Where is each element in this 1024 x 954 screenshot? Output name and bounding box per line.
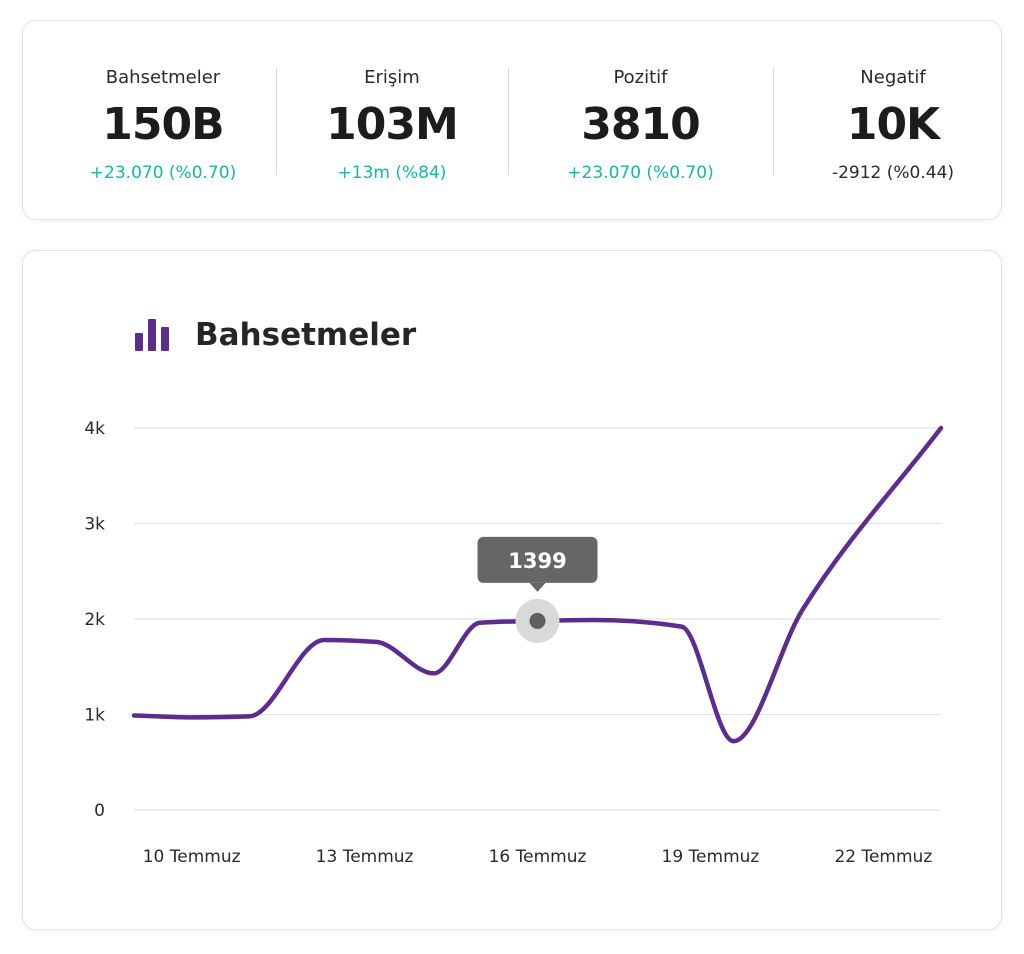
tooltip-box xyxy=(477,536,598,583)
stat-divider xyxy=(508,67,509,175)
y-tick-label: 0 xyxy=(94,801,105,821)
y-tick-label: 2k xyxy=(84,610,105,630)
stat-label: Bahsetmeler xyxy=(105,67,221,88)
stat-change: +13m (%84) xyxy=(337,163,447,183)
stat-change: +23.070 (%0.70) xyxy=(89,163,237,183)
stat-value: 3810 xyxy=(581,99,700,150)
tooltip-marker-dot xyxy=(529,612,546,629)
y-tick-label: 3k xyxy=(84,515,105,535)
stat-label: Erişim xyxy=(364,67,420,88)
stat-change: +23.070 (%0.70) xyxy=(567,163,714,183)
x-tick-label: 22 Temmuz xyxy=(834,847,932,867)
stat-mentions[interactable]: Bahsetmeler 150B +23.070 (%0.70) xyxy=(43,21,283,219)
stat-value: 10K xyxy=(846,99,940,150)
x-tick-label: 16 Temmuz xyxy=(489,847,587,867)
line-chart: 0 1k 2k 3k 4k 10 Temmuz 13 Temmuz 16 Temmuz 19 T… xyxy=(84,419,944,867)
chart-card: Bahsetmeler 0 1k 2k 3k 4k 10 Temmuz 13 Temmuz 1… xyxy=(22,250,1002,930)
tooltip-pointer xyxy=(529,582,546,592)
bar-chart-icon xyxy=(135,319,169,351)
chart-title: Bahsetmeler xyxy=(195,317,417,353)
x-tick-label: 13 Temmuz xyxy=(316,847,414,867)
stat-label: Negatif xyxy=(860,67,926,88)
y-tick-label: 1k xyxy=(84,706,105,726)
x-tick-label: 10 Temmuz xyxy=(143,847,241,867)
stat-change: -2912 (%0.44) xyxy=(831,163,955,183)
stat-value: 103M xyxy=(326,99,459,150)
y-tick-label: 4k xyxy=(84,419,105,439)
stats-card: Bahsetmeler 150B +23.070 (%0.70) Erişim … xyxy=(22,20,1002,220)
x-tick-label: 19 Temmuz xyxy=(662,847,760,867)
tooltip-label: 1399 xyxy=(508,549,566,573)
stat-value: 150B xyxy=(102,99,224,150)
stat-positive[interactable]: Pozitif 3810 +23.070 (%0.70) xyxy=(508,21,773,219)
stat-divider xyxy=(773,67,774,175)
stat-reach[interactable]: Erişim 103M +13m (%84) xyxy=(276,21,508,219)
stat-divider xyxy=(276,67,277,175)
stat-label: Pozitif xyxy=(613,67,668,88)
stat-negative[interactable]: Negatif 10K -2912 (%0.44) xyxy=(773,21,1013,219)
